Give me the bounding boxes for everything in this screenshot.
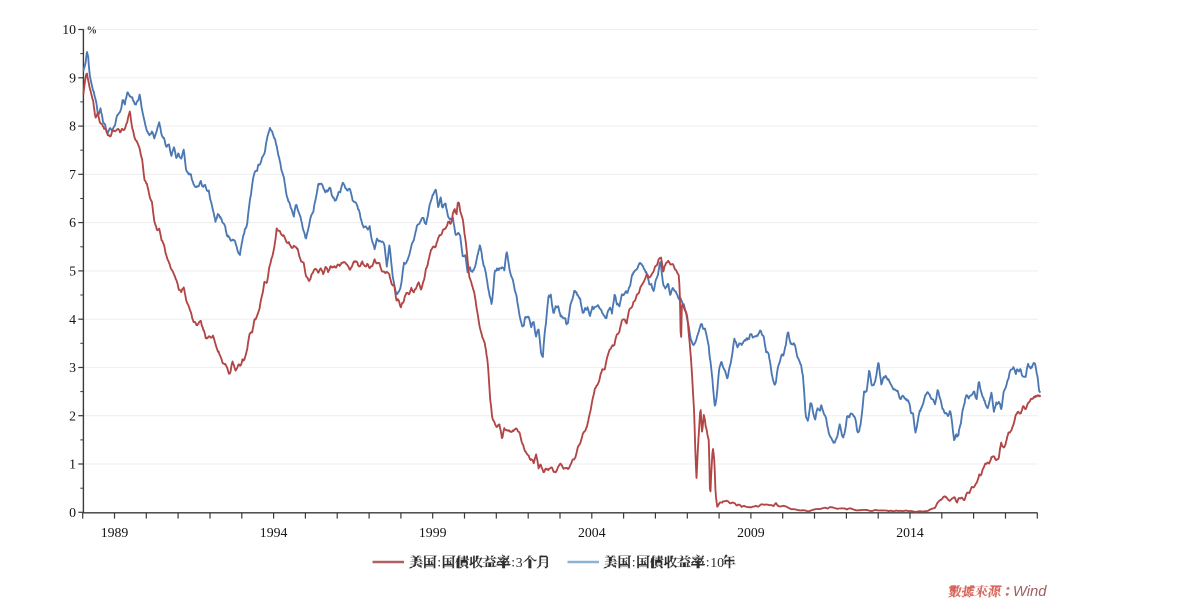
svg-text:2014: 2014 xyxy=(896,525,924,540)
svg-text:2004: 2004 xyxy=(578,525,606,540)
svg-text::: : xyxy=(706,555,710,570)
svg-text:3: 3 xyxy=(69,360,76,375)
svg-text::: : xyxy=(437,555,441,570)
svg-text:2009: 2009 xyxy=(737,525,765,540)
svg-text:10: 10 xyxy=(710,555,724,570)
svg-text::: : xyxy=(511,555,515,570)
svg-text:2: 2 xyxy=(69,408,76,423)
svg-text:1989: 1989 xyxy=(101,525,129,540)
svg-text:%: % xyxy=(87,26,98,37)
svg-text:1999: 1999 xyxy=(419,525,447,540)
svg-text:5: 5 xyxy=(69,264,76,279)
svg-text:7: 7 xyxy=(69,167,76,182)
svg-text:3: 3 xyxy=(516,555,523,570)
svg-text:8: 8 xyxy=(69,119,76,134)
svg-text:9: 9 xyxy=(69,70,76,85)
svg-text:1994: 1994 xyxy=(260,525,288,540)
svg-text:Wind: Wind xyxy=(1013,584,1047,600)
svg-text:0: 0 xyxy=(69,505,76,520)
svg-text:1: 1 xyxy=(69,457,76,472)
svg-text:6: 6 xyxy=(69,215,76,230)
svg-text:10: 10 xyxy=(62,22,76,37)
svg-text:4: 4 xyxy=(69,312,76,327)
svg-text::: : xyxy=(632,555,636,570)
